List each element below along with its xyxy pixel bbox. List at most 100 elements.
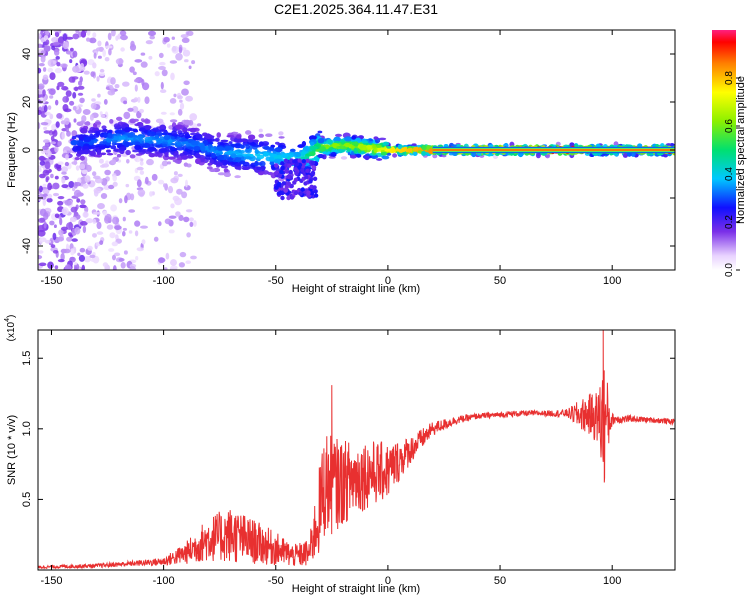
- heatmap-cell: [149, 35, 155, 40]
- heatmap-cell: [207, 141, 214, 145]
- heatmap-cell: [86, 30, 91, 36]
- heatmap-cell: [98, 145, 106, 150]
- heatmap-cell: [80, 30, 87, 38]
- heatmap-cell: [54, 175, 59, 180]
- heatmap-cell: [310, 170, 316, 176]
- heatmap-cell: [290, 148, 296, 152]
- heatmap-cell: [284, 169, 290, 174]
- heatmap-cell: [47, 261, 54, 269]
- heatmap-cell: [74, 226, 81, 235]
- heatmap-cell: [45, 39, 50, 45]
- heatmap-cell: [254, 149, 259, 155]
- heatmap-cell: [38, 67, 42, 74]
- heatmap-cell: [75, 30, 80, 34]
- heatmap-cell: [47, 105, 52, 110]
- heatmap-cell: [135, 256, 139, 261]
- heatmap-cell: [159, 129, 168, 132]
- heatmap-cell: [60, 253, 65, 261]
- snr-series-line: [38, 330, 675, 570]
- heatmap-cell: [318, 139, 324, 143]
- heatmap-cell: [42, 188, 50, 195]
- heatmap-cell: [248, 134, 256, 140]
- heatmap-cell: [113, 148, 119, 152]
- heatmap-cell: [159, 61, 166, 66]
- heatmap-cell: [254, 160, 259, 167]
- heatmap-cell: [97, 55, 102, 59]
- spectrogram-panel: -150 -100 -50 0 50 100 -40 -20 0 20 40 Height of …: [6, 29, 676, 295]
- heatmap-cell: [293, 177, 299, 182]
- heatmap-cell: [169, 112, 175, 116]
- heatmap-cell: [386, 145, 392, 149]
- heatmap-cell: [50, 141, 56, 145]
- heatmap-cell: [120, 262, 126, 269]
- heatmap-cell: [71, 136, 77, 140]
- heatmap-cell: [90, 258, 98, 262]
- heatmap-cell: [130, 40, 135, 48]
- x-tick-label: -150: [40, 575, 62, 587]
- heatmap-cell: [83, 136, 92, 143]
- heatmap-cell: [176, 157, 183, 161]
- heatmap-cell: [57, 259, 65, 263]
- heatmap-cell: [234, 151, 239, 155]
- heatmap-cell: [65, 90, 72, 97]
- heatmap-cell: [155, 118, 164, 124]
- heatmap-cell: [44, 50, 49, 56]
- heatmap-cell: [274, 158, 282, 163]
- heatmap-cell: [64, 199, 72, 206]
- heatmap-cell: [39, 160, 46, 166]
- heatmap-cell: [74, 157, 80, 161]
- heatmap-cell: [380, 151, 388, 156]
- heatmap-cell: [134, 153, 138, 162]
- heatmap-cell: [57, 161, 64, 165]
- heatmap-cell: [125, 149, 131, 156]
- heatmap-cell: [106, 149, 111, 153]
- heatmap-cell: [392, 153, 398, 158]
- heatmap-cell: [79, 247, 86, 253]
- heatmap-cell: [69, 216, 77, 223]
- heatmap-cell: [167, 156, 176, 160]
- colorbar-tick-label: 0.4: [724, 167, 735, 181]
- heatmap-cell: [230, 153, 237, 159]
- heatmap-cell: [160, 81, 164, 90]
- heatmap-cell: [38, 262, 47, 267]
- heatmap-cell: [73, 118, 77, 123]
- heatmap-cell: [123, 111, 131, 120]
- heatmap-cell: [69, 59, 73, 64]
- heatmap-cell: [59, 217, 63, 226]
- colorbar-tick-label: 0.8: [724, 71, 735, 85]
- heatmap-cell: [49, 72, 56, 80]
- heatmap-cell: [40, 122, 49, 126]
- heatmap-cell: [234, 163, 242, 167]
- heatmap-cell: [114, 225, 122, 231]
- heatmap-cell: [110, 204, 117, 212]
- snr-y-label: SNR (10 * v/v): [6, 415, 18, 485]
- heatmap-cell: [140, 158, 144, 162]
- heatmap-cell: [124, 141, 130, 148]
- heatmap-cell: [280, 195, 285, 201]
- heatmap-cell: [120, 34, 128, 41]
- heatmap-cell: [43, 45, 51, 52]
- heatmap-cell: [397, 144, 403, 150]
- heatmap-cell: [308, 179, 313, 184]
- heatmap-cell: [78, 134, 86, 140]
- spectrogram-heatmap: [38, 30, 675, 270]
- heatmap-cell: [106, 153, 114, 156]
- heatmap-cell: [74, 261, 78, 266]
- heatmap-cell: [311, 165, 317, 170]
- heatmap-cell: [44, 111, 51, 116]
- heatmap-cell: [269, 156, 275, 162]
- heatmap-cell: [95, 47, 103, 52]
- heatmap-cell: [38, 109, 42, 115]
- heatmap-cell: [283, 158, 289, 163]
- heatmap-cell: [80, 120, 85, 124]
- heatmap-cell: [170, 203, 175, 209]
- heatmap-cell: [100, 193, 108, 199]
- heatmap-cell: [111, 30, 116, 37]
- heatmap-cell: [96, 221, 102, 230]
- heatmap-cell: [111, 139, 118, 144]
- heatmap-cell: [54, 30, 60, 38]
- heatmap-cell: [239, 160, 246, 165]
- heatmap-cell: [74, 182, 82, 187]
- heatmap-cell: [137, 189, 146, 197]
